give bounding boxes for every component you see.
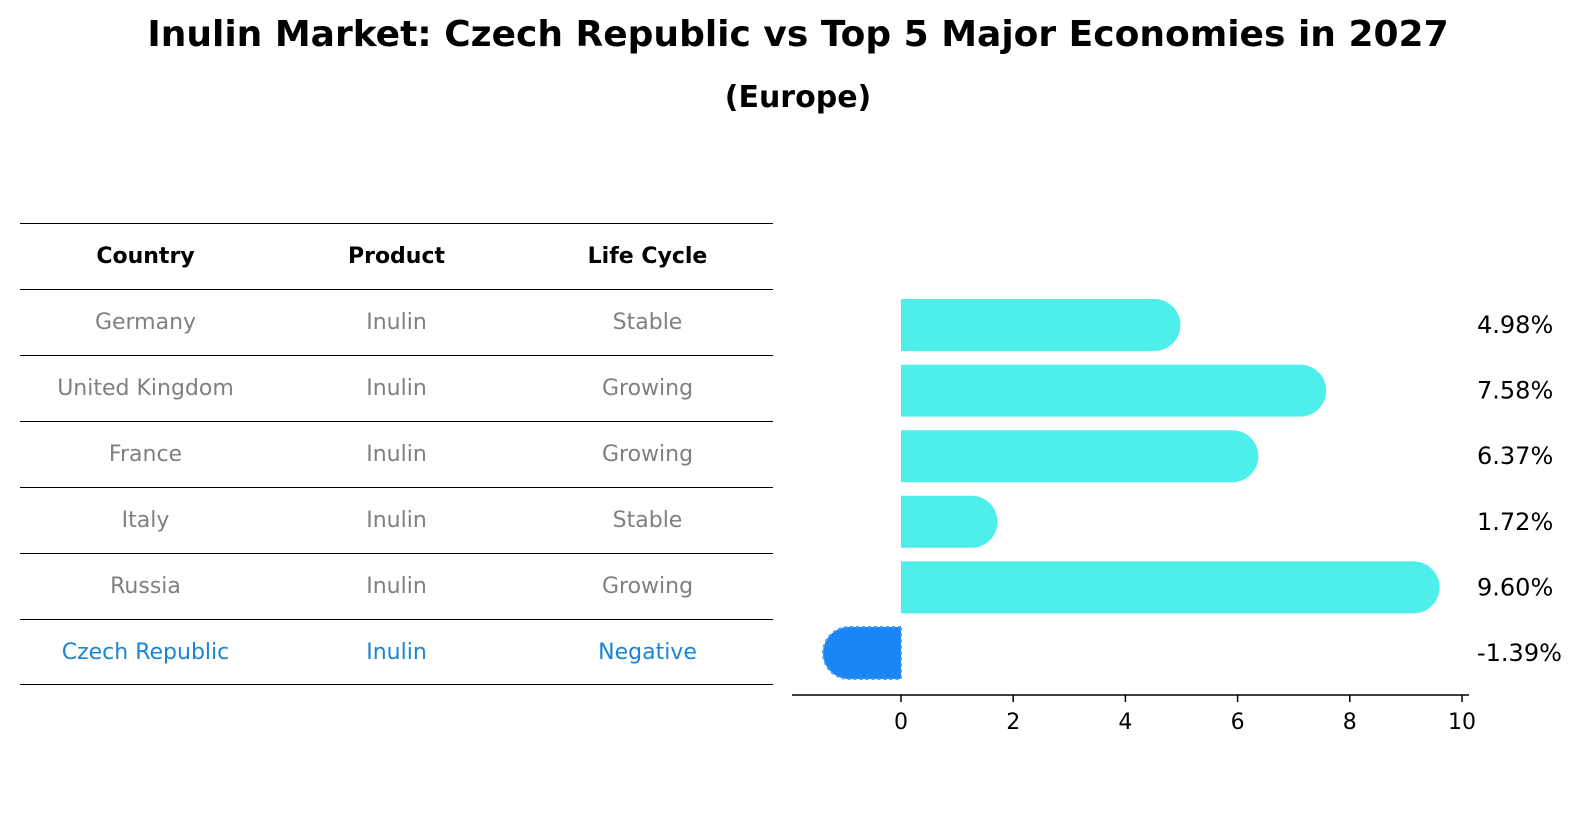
table-row: Germany Inulin Stable [20, 289, 773, 355]
table-row: France Inulin Growing [20, 421, 773, 487]
bar [822, 626, 902, 680]
table-row: Italy Inulin Stable [20, 487, 773, 553]
value-label: 1.72% [1477, 508, 1553, 536]
x-tick-label: 6 [1231, 710, 1245, 735]
table-row: United Kingdom Inulin Growing [20, 355, 773, 421]
bar [901, 495, 998, 548]
life-cycle-cell: Stable [612, 310, 683, 335]
product-cell: Inulin [366, 442, 427, 467]
product-cell: Inulin [366, 574, 427, 599]
country-table: Country Product Life Cycle Germany Inuli… [20, 223, 773, 685]
life-cycle-cell: Growing [601, 376, 694, 401]
life-cycle-cell: Stable [612, 508, 683, 533]
product-cell: Inulin [366, 639, 427, 665]
value-label: 4.98% [1477, 311, 1553, 339]
x-tick-label: 0 [894, 710, 908, 735]
life-cycle-cell: Growing [601, 442, 694, 467]
bar [901, 561, 1440, 614]
x-tick-label: 10 [1448, 710, 1476, 735]
table-row-highlight: Czech Republic Inulin Negative [20, 619, 773, 685]
x-tick-label: 8 [1343, 710, 1357, 735]
country-cell: France [108, 442, 183, 467]
product-cell: Inulin [366, 508, 427, 533]
life-cycle-cell: Negative [598, 639, 697, 665]
bar [901, 299, 1181, 351]
value-label: 9.60% [1477, 573, 1553, 601]
value-label: 7.58% [1477, 377, 1553, 405]
chart-title: Inulin Market: Czech Republic vs Top 5 M… [147, 14, 1449, 55]
country-cell: Czech Republic [61, 639, 230, 665]
table-row: Russia Inulin Growing [20, 553, 773, 619]
product-cell: Inulin [366, 310, 427, 335]
x-tick-label: 2 [1006, 710, 1020, 735]
table-header-row: Country Product Life Cycle [20, 223, 773, 289]
product-cell: Inulin [366, 376, 427, 401]
bar [901, 430, 1259, 483]
value-label: -1.39% [1477, 639, 1562, 667]
country-cell: Italy [121, 508, 170, 533]
value-label: 6.37% [1477, 442, 1553, 470]
header-country: Country [96, 244, 195, 269]
country-cell: Russia [110, 574, 181, 599]
country-cell: United Kingdom [57, 376, 234, 401]
header-product: Product [347, 244, 446, 269]
header-life-cycle: Life Cycle [587, 244, 708, 269]
bar [901, 364, 1327, 417]
country-cell: Germany [94, 310, 197, 335]
life-cycle-cell: Growing [601, 574, 694, 599]
chart-subtitle: (Europe) [724, 80, 872, 115]
x-tick-label: 4 [1118, 710, 1132, 735]
